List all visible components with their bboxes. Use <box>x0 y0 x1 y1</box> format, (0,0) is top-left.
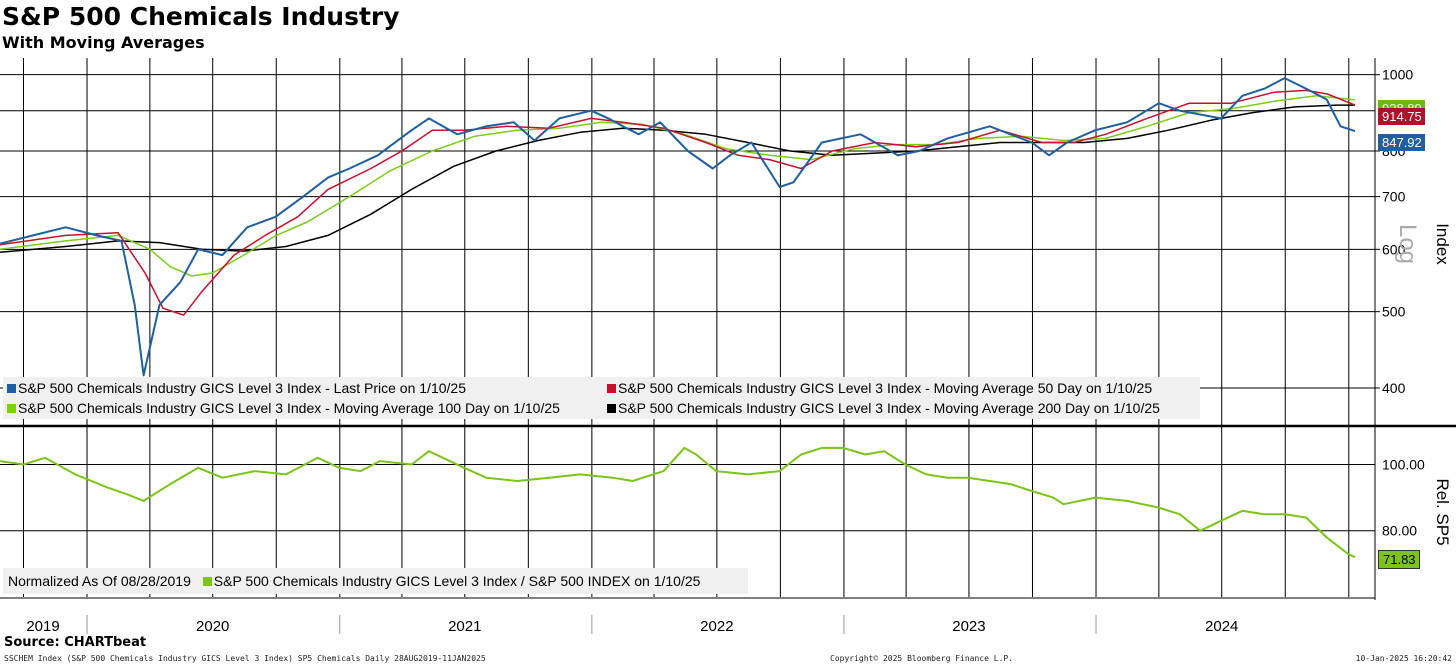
series-line-rel <box>0 446 1356 559</box>
xtick-year: 2019 <box>26 618 59 635</box>
legend-item-last: S&P 500 Chemicals Industry GICS Level 3 … <box>7 378 466 398</box>
xtick-year: 2021 <box>448 618 481 635</box>
series-line-ma50 <box>0 89 1356 316</box>
top-panel-series <box>0 77 1356 377</box>
bottom-panel-series <box>0 446 1356 559</box>
legend-item-ma50: S&P 500 Chemicals Industry GICS Level 3 … <box>607 378 1152 398</box>
xtick-year: 2024 <box>1205 618 1238 635</box>
log-label: Log <box>1394 224 1421 264</box>
series-line-ma200 <box>0 104 1355 253</box>
legend-swatch-last <box>7 384 16 393</box>
ytick-bottom: 80.00 <box>1382 523 1417 539</box>
legend-swatch-rel <box>202 577 212 586</box>
legend-label-ma200: S&P 500 Chemicals Industry GICS Level 3 … <box>618 400 1160 416</box>
bottom-legend: Normalized As Of 08/28/2019 S&P 500 Chem… <box>3 568 748 594</box>
legend-swatch-ma50 <box>607 384 616 393</box>
xtick-year: 2022 <box>700 618 733 635</box>
xtick-year: 2020 <box>196 618 229 635</box>
source-note: Source: CHARTbeat <box>4 635 147 650</box>
ytick-bottom: 100.00 <box>1382 456 1425 472</box>
legend-swatch-ma100 <box>7 404 16 413</box>
badge-ma50: 914.75 <box>1378 108 1425 125</box>
chart-title: S&P 500 Chemicals Industry <box>2 2 400 31</box>
legend-label-last: S&P 500 Chemicals Industry GICS Level 3 … <box>18 380 466 396</box>
ytick-top: 600 <box>1382 241 1406 257</box>
ytick-top: 700 <box>1382 189 1406 205</box>
badge-rel: 71.83 <box>1378 550 1420 569</box>
y-axis-label-top: Index <box>1433 223 1452 265</box>
ytick-top: 400 <box>1382 380 1406 396</box>
series-line-last <box>0 77 1356 377</box>
legend-label-ma50: S&P 500 Chemicals Industry GICS Level 3 … <box>618 380 1153 396</box>
legend-swatch-ma200 <box>607 404 616 413</box>
footer-left: SSCHEM Index (S&P 500 Chemicals Industry… <box>4 654 486 663</box>
normalized-label: Normalized As Of 08/28/2019 <box>8 573 191 589</box>
legend-label-rel: S&P 500 Chemicals Industry GICS Level 3 … <box>213 573 701 589</box>
top-legend: S&P 500 Chemicals Industry GICS Level 3 … <box>3 377 1200 419</box>
ytick-top: 500 <box>1382 304 1406 320</box>
legend-item-ma100: S&P 500 Chemicals Industry GICS Level 3 … <box>7 398 560 418</box>
footer-copyright: Copyright© 2025 Bloomberg Finance L.P. <box>830 654 1014 663</box>
footer-timestamp: 10-Jan-2025 16:20:42 <box>1355 654 1452 663</box>
grid-lines <box>0 58 1375 597</box>
legend-label-ma100: S&P 500 Chemicals Industry GICS Level 3 … <box>18 400 560 416</box>
axes: 400500600700800100080.00100.002019202020… <box>0 58 1456 635</box>
chart-subtitle: With Moving Averages <box>2 33 205 52</box>
badge-last: 847.92 <box>1378 134 1425 151</box>
xtick-year: 2023 <box>952 618 985 635</box>
legend-item-ma200: S&P 500 Chemicals Industry GICS Level 3 … <box>607 398 1160 418</box>
ytick-top: 1000 <box>1382 67 1413 83</box>
y-axis-label-bottom: Rel. SP5 <box>1433 478 1452 545</box>
series-line-ma100 <box>0 95 1356 277</box>
